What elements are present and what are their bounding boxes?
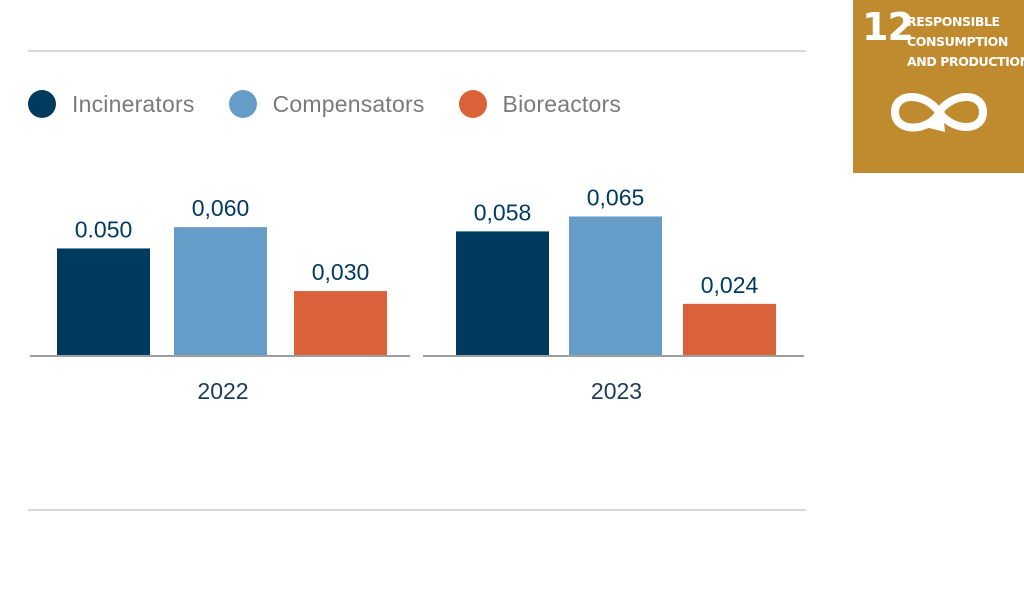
legend-swatch-incinerators: [28, 90, 56, 118]
sdg-title: RESPONSIBLE CONSUMPTION AND PRODUCTION: [907, 12, 1024, 72]
bar-compensators-2022: [174, 227, 267, 355]
bottom-divider: [28, 509, 806, 511]
sdg-12-badge: 12 RESPONSIBLE CONSUMPTION AND PRODUCTIO…: [853, 0, 1024, 173]
chart-legend: Incinerators Compensators Bioreactors: [28, 88, 655, 120]
category-label-2022: 2022: [197, 378, 248, 404]
sdg-number: 12: [862, 5, 914, 49]
infinity-loop-icon: [890, 93, 988, 132]
legend-label-compensators: Compensators: [272, 90, 425, 117]
legend-label-incinerators: Incinerators: [72, 90, 195, 117]
category-label-2023: 2023: [591, 378, 642, 404]
bar-compensators-2023: [569, 216, 662, 355]
legend-swatch-bioreactors: [458, 90, 487, 118]
data-label-incinerators-2023: 0,058: [474, 199, 532, 225]
bar-chart: 0.050 0,060 0,030 2022 0,058 0,065 0,024 2023: [30, 184, 804, 404]
legend-label-bioreactors: Bioreactors: [502, 90, 622, 117]
legend-item-bioreactors: Bioreactors: [458, 90, 622, 118]
bar-incinerators-2022: [57, 248, 150, 355]
data-label-compensators-2023: 0,065: [587, 184, 645, 210]
legend-item-incinerators: Incinerators: [28, 90, 195, 118]
bar-bioreactors-2022: [294, 291, 387, 355]
legend-swatch-compensators: [228, 90, 257, 118]
data-label-compensators-2022: 0,060: [192, 195, 250, 221]
bar-incinerators-2023: [456, 231, 549, 355]
sdg-title-line: CONSUMPTION: [907, 34, 1008, 49]
sdg-title-line: AND PRODUCTION: [907, 54, 1024, 69]
bar-bioreactors-2023: [683, 303, 776, 355]
data-label-incinerators-2022: 0.050: [75, 216, 133, 242]
data-label-bioreactors-2023: 0,024: [701, 272, 759, 298]
top-divider: [28, 50, 806, 52]
data-label-bioreactors-2022: 0,030: [312, 259, 370, 285]
sdg-title-line: RESPONSIBLE: [907, 14, 1000, 29]
legend-item-compensators: Compensators: [228, 90, 425, 118]
